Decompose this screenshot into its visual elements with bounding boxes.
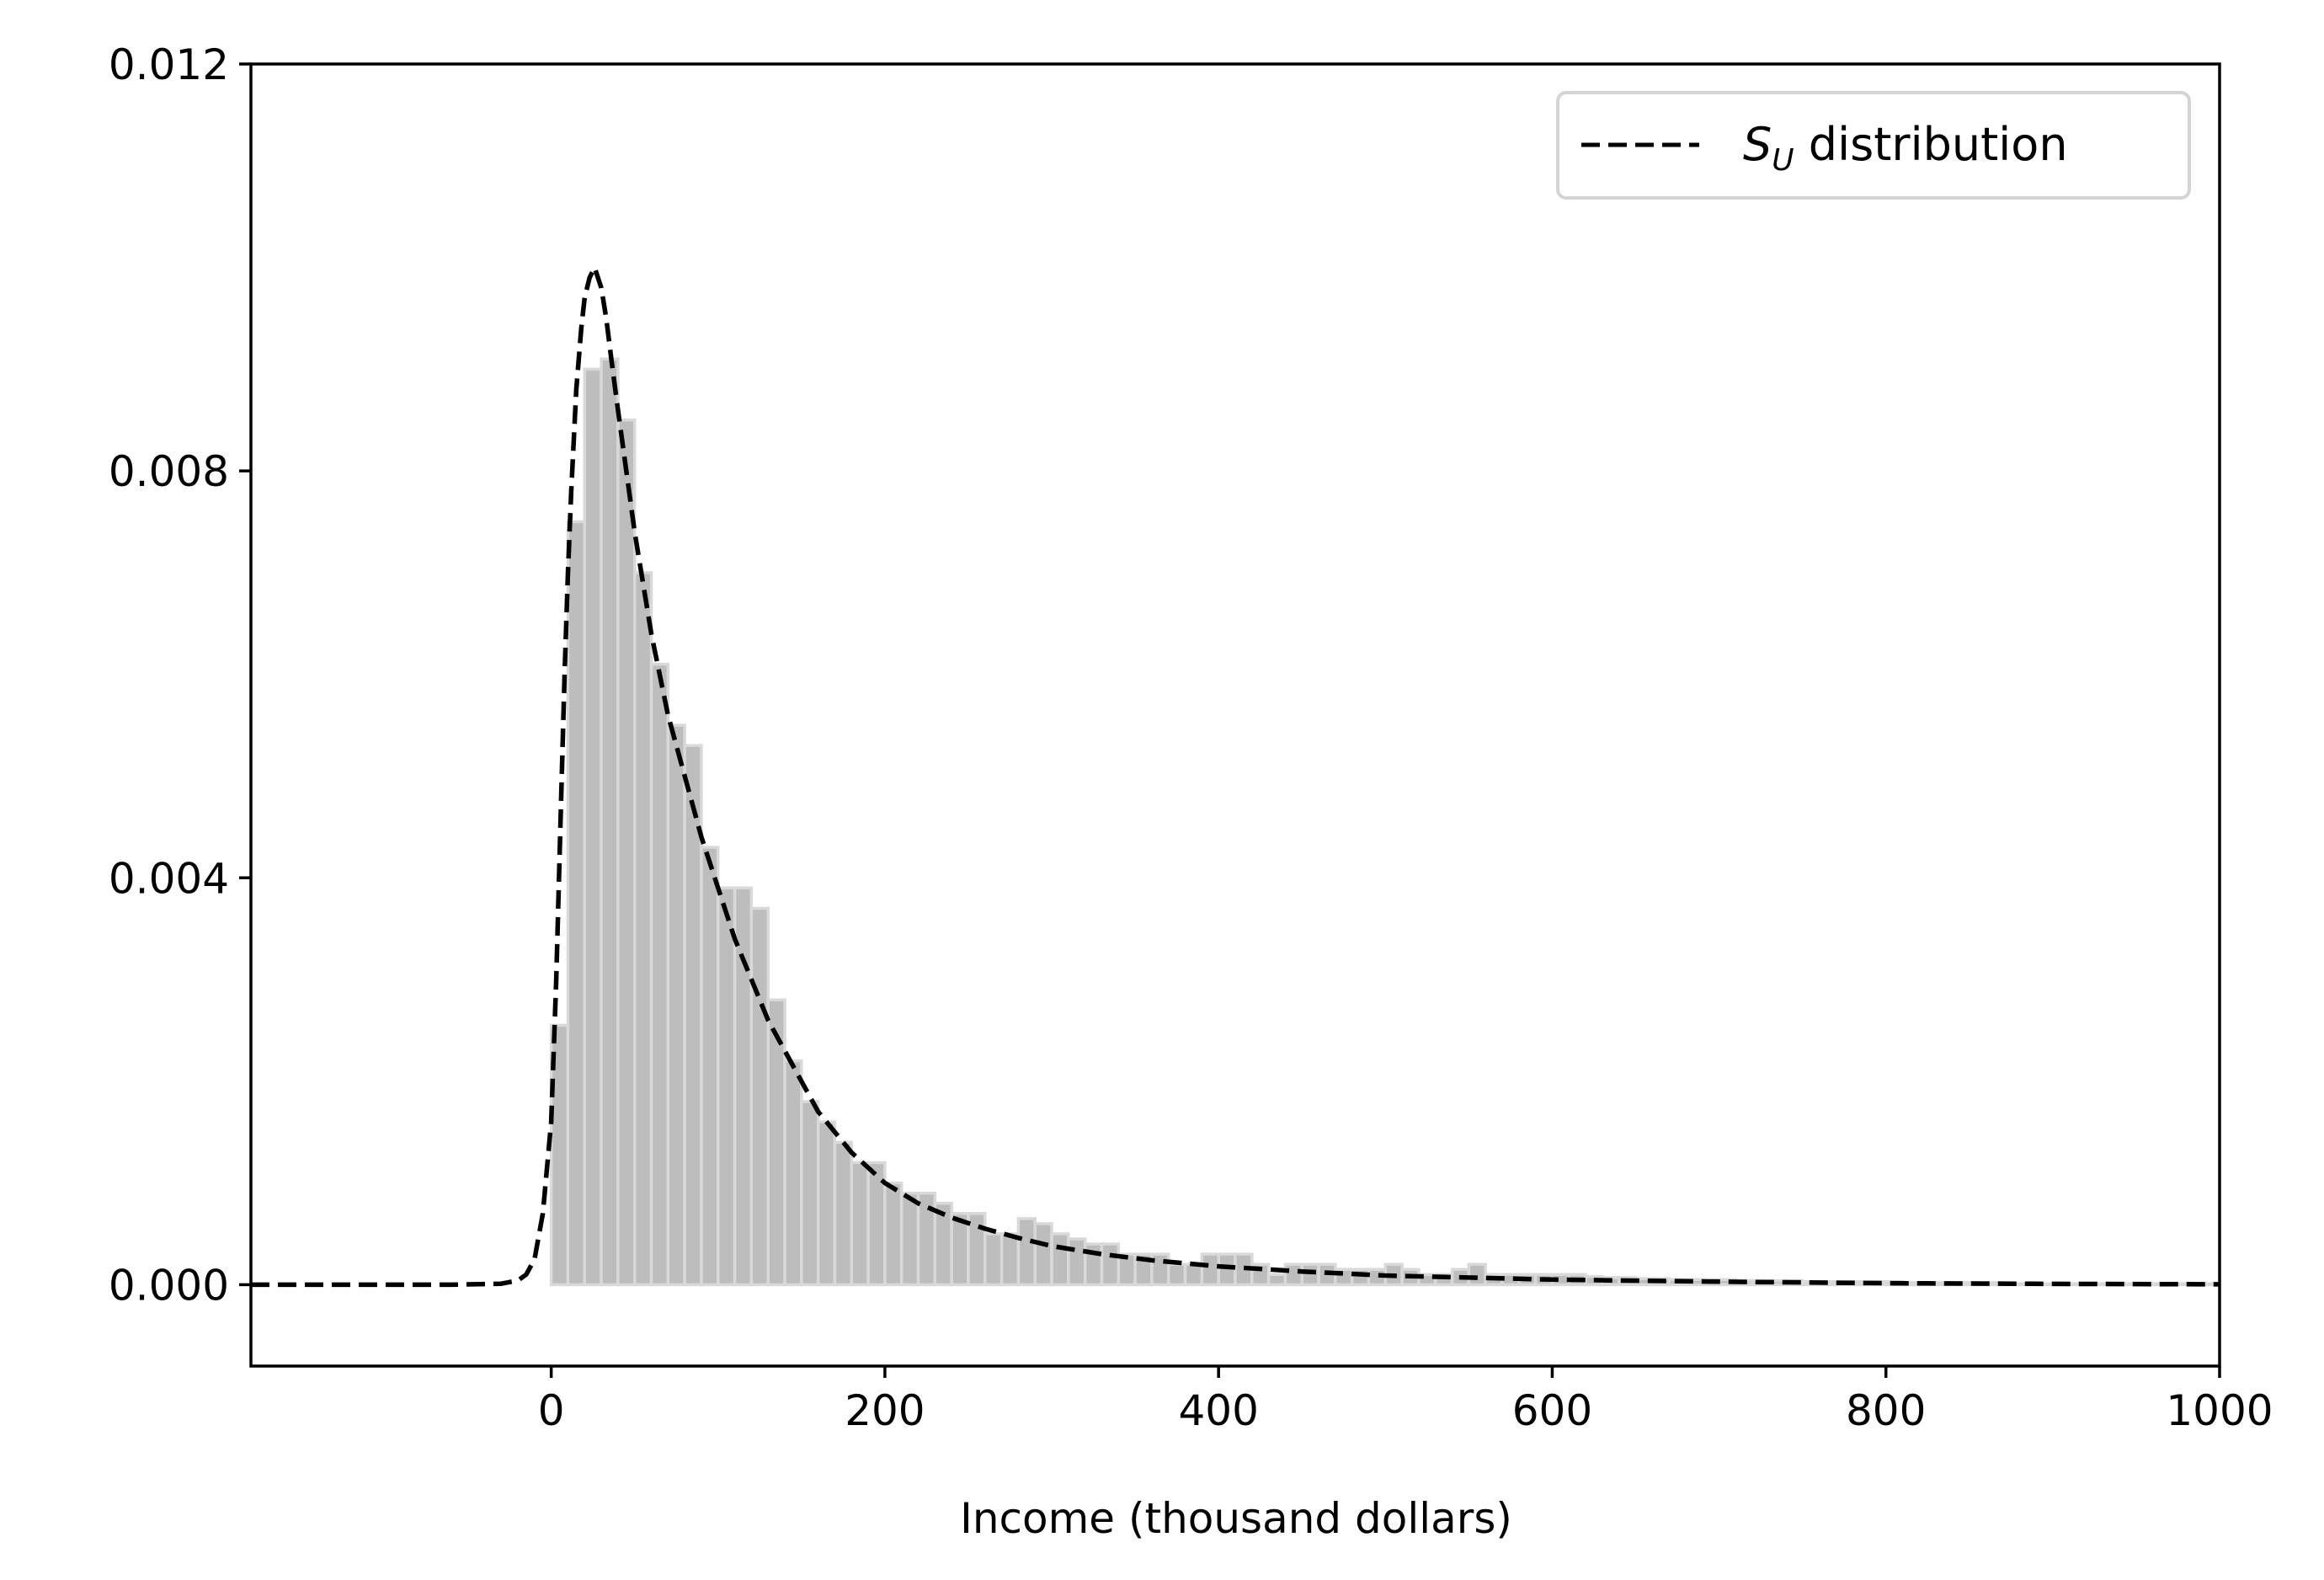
histogram-bar	[666, 723, 686, 1287]
histogram-bar	[833, 1140, 854, 1287]
y-tick-label: 0.012	[109, 40, 229, 89]
x-tick-label: 400	[1178, 1386, 1258, 1435]
histogram-bar	[983, 1232, 1004, 1287]
histogram-bar	[1183, 1262, 1204, 1287]
histogram-bar	[733, 886, 754, 1287]
histogram-bar	[717, 886, 737, 1287]
histogram-bar	[999, 1232, 1021, 1287]
histogram-bar	[1300, 1262, 1320, 1287]
x-tick-label: 200	[845, 1386, 925, 1435]
x-tick-label: 800	[1846, 1386, 1926, 1435]
plot-frame	[249, 62, 2221, 1368]
histogram-bar	[600, 357, 620, 1287]
histogram-bar	[1067, 1237, 1087, 1287]
histogram-bar	[1266, 1273, 1287, 1287]
histogram-bar	[649, 662, 670, 1287]
histogram-bar	[700, 846, 720, 1287]
histogram-bar	[1033, 1222, 1053, 1287]
histogram-bar	[816, 1120, 837, 1287]
histogram-bar	[1283, 1262, 1304, 1287]
legend-text: distribution	[1794, 118, 2068, 171]
histogram-bar	[967, 1212, 987, 1287]
legend-subscript: U	[1772, 143, 1794, 178]
histogram-bar	[632, 571, 653, 1287]
histogram-bar	[616, 418, 637, 1287]
su-distribution-curve-group	[251, 264, 2220, 1288]
y-tick-label: 0.000	[109, 1261, 229, 1310]
su-distribution-curve	[251, 264, 2220, 1288]
histogram-bars	[549, 357, 2221, 1287]
histogram-bar	[850, 1161, 870, 1287]
histogram-bar	[883, 1181, 903, 1287]
y-tick-label: 0.004	[109, 854, 229, 903]
legend-symbol: S	[1743, 118, 1772, 171]
histogram-bar	[1016, 1217, 1037, 1287]
y-axis-ticks: 0.000 0.004 0.008 0.012	[109, 40, 251, 1310]
x-axis-label: Income (thousand dollars)	[960, 1494, 1512, 1543]
legend-box	[1556, 91, 2191, 200]
histogram-bar	[783, 1059, 803, 1287]
histogram-bar	[1467, 1262, 1487, 1287]
histogram-bar	[566, 520, 587, 1287]
axes-spines	[249, 62, 2221, 1368]
histogram-bar	[749, 906, 770, 1287]
histogram-bar	[1100, 1242, 1121, 1287]
histogram-bar	[916, 1191, 937, 1287]
x-tick-label: 0	[538, 1386, 565, 1435]
legend: SU distribution	[1556, 91, 2191, 200]
legend-entry-su-distribution: SU distribution	[1743, 118, 2068, 178]
y-tick-label: 0.008	[109, 447, 229, 496]
histogram-bar	[1200, 1252, 1220, 1287]
histogram-bar	[1166, 1262, 1187, 1287]
histogram-bar	[800, 1100, 820, 1287]
histogram-bar	[899, 1191, 920, 1287]
histogram-bar	[583, 367, 603, 1287]
x-tick-label: 1000	[2166, 1386, 2273, 1435]
x-axis-ticks: 0 200 400 600 800 1000	[538, 1366, 2273, 1435]
x-tick-label: 600	[1512, 1386, 1592, 1435]
histogram-bar	[1050, 1232, 1070, 1287]
